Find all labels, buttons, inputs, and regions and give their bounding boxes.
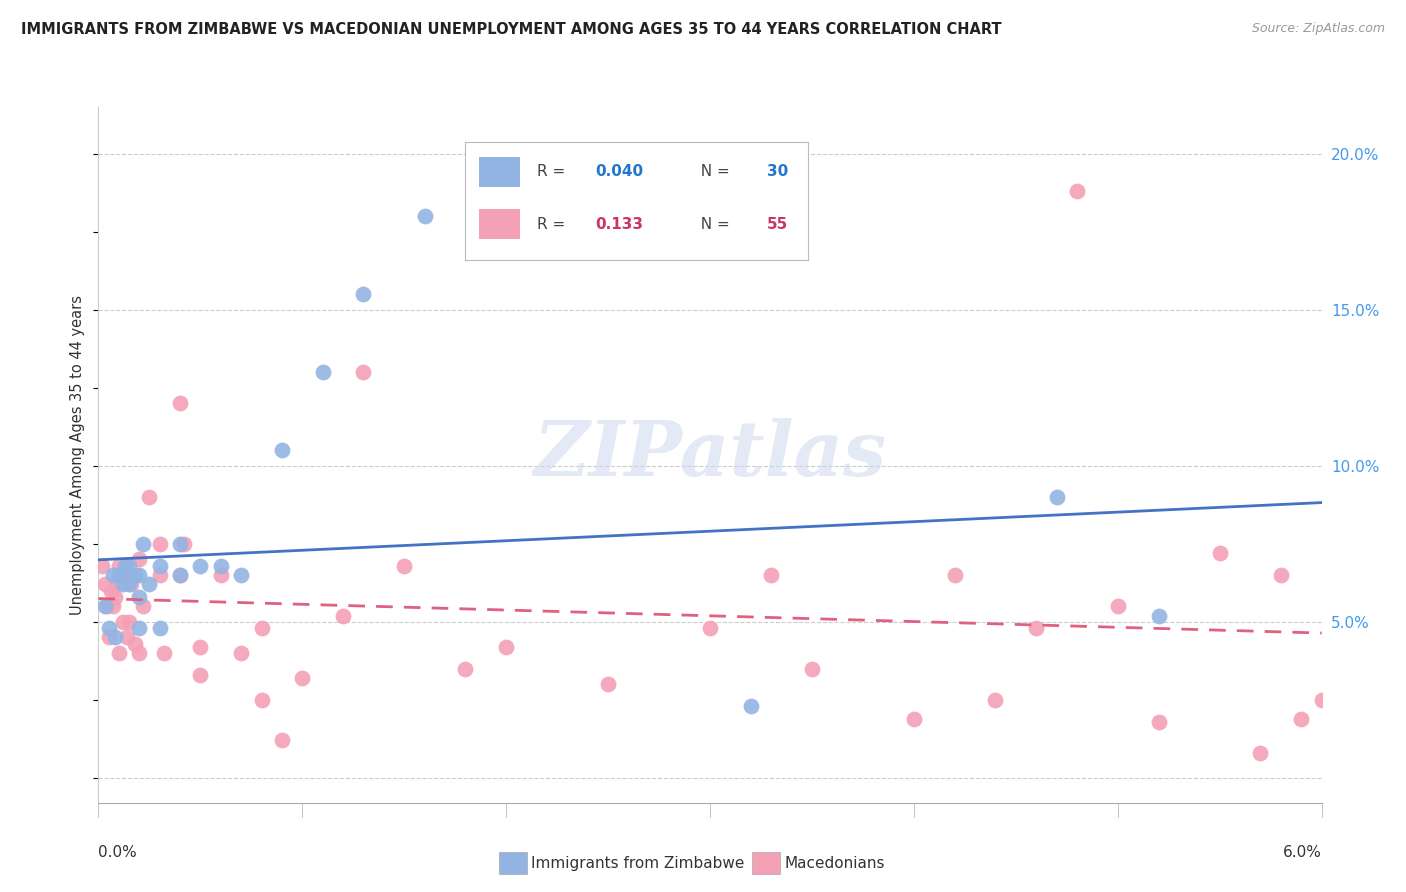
Point (101, 599, 124, 614)
Point (104, 590, 127, 604)
Point (108, 558, 131, 573)
Point (1147, 608, 1170, 623)
Point (114, 558, 136, 573)
Point (128, 590, 150, 604)
Point (149, 568, 172, 582)
Point (118, 615, 141, 629)
Point (1025, 621, 1047, 635)
Point (120, 577, 142, 591)
Point (801, 662, 824, 676)
Point (97, 631, 120, 645)
Point (108, 568, 131, 582)
Point (413, 209, 436, 223)
Point (132, 537, 155, 551)
Point (188, 668, 212, 682)
Point (149, 537, 172, 551)
Point (93, 599, 115, 614)
Text: ZIPatlas: ZIPatlas (533, 418, 887, 491)
Point (209, 568, 232, 582)
Point (173, 537, 195, 551)
Point (332, 608, 354, 623)
Point (311, 365, 335, 379)
Point (108, 568, 131, 582)
Point (91, 558, 114, 573)
Point (149, 621, 172, 635)
Point (984, 693, 1007, 707)
Point (118, 558, 141, 573)
Point (454, 662, 477, 676)
Point (1045, 490, 1069, 504)
Point (138, 577, 160, 591)
Point (169, 396, 191, 410)
Point (100, 583, 122, 598)
Point (97, 621, 120, 635)
Point (231, 568, 253, 582)
Point (761, 568, 783, 582)
Point (108, 646, 131, 660)
Point (598, 677, 620, 691)
Point (1249, 746, 1271, 760)
Text: Source: ZipAtlas.com: Source: ZipAtlas.com (1251, 22, 1385, 36)
Point (169, 568, 191, 582)
Point (118, 577, 141, 591)
Point (209, 558, 232, 573)
Point (128, 621, 150, 635)
Point (132, 599, 155, 614)
Point (111, 577, 134, 591)
Point (352, 287, 374, 301)
Point (270, 733, 292, 747)
Point (270, 443, 292, 458)
Point (152, 646, 174, 660)
Point (169, 537, 191, 551)
Point (1310, 693, 1333, 707)
Point (1270, 568, 1292, 582)
Point (1289, 712, 1312, 726)
Point (128, 568, 150, 582)
Point (352, 365, 374, 379)
Point (124, 637, 146, 651)
Point (495, 640, 517, 654)
Text: Immigrants from Zimbabwe: Immigrants from Zimbabwe (531, 856, 745, 871)
Point (124, 568, 146, 582)
Point (1208, 546, 1232, 560)
Y-axis label: Unemployment Among Ages 35 to 44 years: Unemployment Among Ages 35 to 44 years (70, 295, 86, 615)
Point (943, 568, 966, 582)
Point (128, 646, 150, 660)
Point (1066, 184, 1088, 198)
Point (903, 712, 925, 726)
Text: 0.0%: 0.0% (98, 845, 138, 860)
Point (128, 552, 150, 566)
Point (250, 693, 273, 707)
Point (149, 558, 172, 573)
Point (291, 671, 314, 685)
Point (231, 646, 253, 660)
Point (699, 621, 721, 635)
Point (111, 615, 134, 629)
Text: Macedonians: Macedonians (785, 856, 884, 871)
Point (101, 568, 124, 582)
Point (96, 599, 118, 614)
Point (250, 621, 273, 635)
Point (105, 577, 128, 591)
Point (114, 568, 136, 582)
Point (138, 490, 160, 504)
Point (188, 640, 212, 654)
Point (104, 631, 127, 645)
Point (169, 568, 191, 582)
Point (1147, 714, 1170, 729)
Text: 6.0%: 6.0% (1282, 845, 1322, 860)
Point (392, 558, 416, 573)
Point (188, 558, 212, 573)
Point (93, 577, 115, 591)
Point (1107, 599, 1129, 614)
Text: IMMIGRANTS FROM ZIMBABWE VS MACEDONIAN UNEMPLOYMENT AMONG AGES 35 TO 44 YEARS CO: IMMIGRANTS FROM ZIMBABWE VS MACEDONIAN U… (21, 22, 1001, 37)
Point (740, 699, 762, 714)
Point (115, 631, 138, 645)
